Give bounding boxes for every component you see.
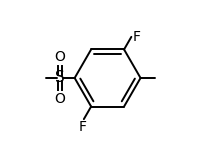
Text: O: O: [55, 50, 66, 64]
Text: S: S: [55, 71, 65, 85]
Text: O: O: [55, 92, 66, 106]
Text: F: F: [79, 120, 87, 134]
Text: F: F: [133, 30, 141, 44]
